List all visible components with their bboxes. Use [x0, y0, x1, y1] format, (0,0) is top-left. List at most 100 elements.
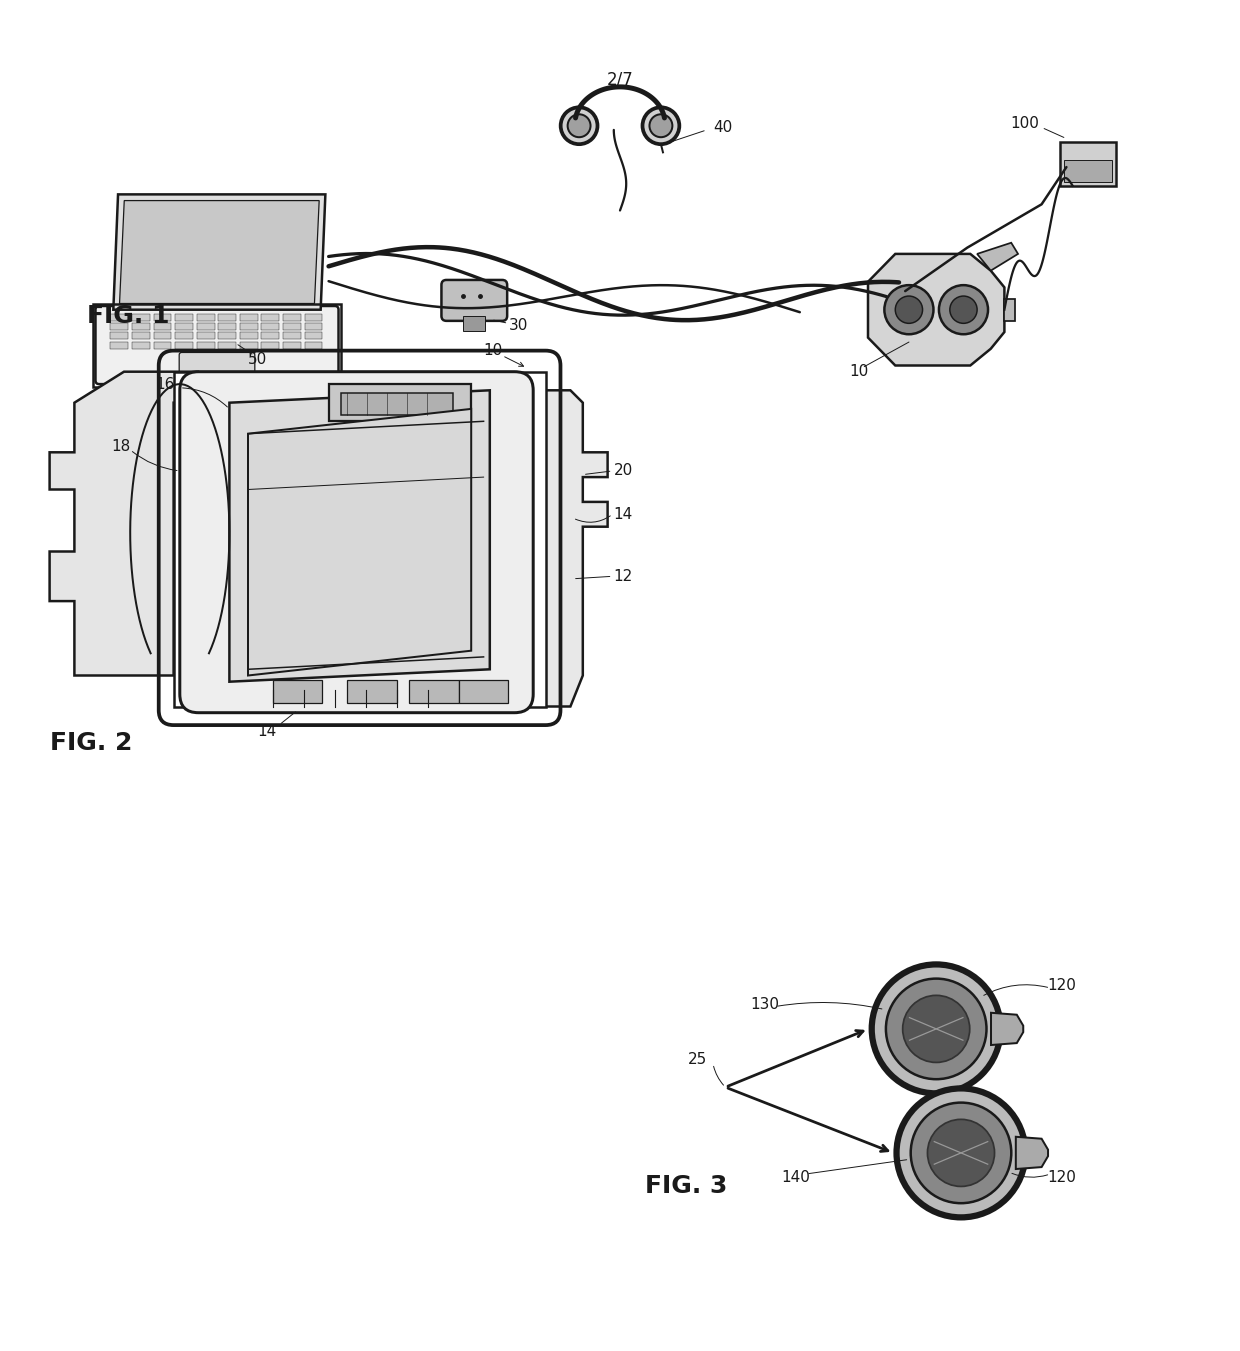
Bar — [154, 323, 171, 330]
Polygon shape — [229, 390, 490, 682]
Circle shape — [568, 115, 590, 138]
Circle shape — [895, 296, 923, 323]
Text: 2/7: 2/7 — [606, 70, 634, 88]
Bar — [110, 323, 128, 330]
Circle shape — [903, 996, 970, 1062]
Bar — [175, 313, 193, 322]
Bar — [459, 681, 508, 703]
Bar — [131, 332, 150, 339]
Bar — [239, 323, 258, 330]
Bar — [283, 313, 301, 322]
Bar — [283, 332, 301, 339]
Circle shape — [560, 107, 598, 145]
Bar — [131, 323, 150, 330]
Bar — [197, 313, 215, 322]
FancyBboxPatch shape — [95, 305, 339, 384]
Bar — [239, 313, 258, 322]
Text: FIG. 1: FIG. 1 — [87, 304, 170, 328]
Bar — [154, 313, 171, 322]
Bar — [154, 342, 171, 349]
Text: FIG. 2: FIG. 2 — [50, 731, 131, 755]
Bar — [197, 323, 215, 330]
Text: FIG. 3: FIG. 3 — [645, 1174, 727, 1198]
Bar — [154, 332, 171, 339]
Bar — [197, 342, 215, 349]
Bar — [1064, 161, 1112, 182]
Bar — [110, 313, 128, 322]
Text: 12: 12 — [614, 569, 634, 584]
Polygon shape — [546, 390, 608, 707]
FancyBboxPatch shape — [180, 372, 533, 713]
Text: 50: 50 — [248, 351, 268, 367]
Bar — [218, 313, 236, 322]
Text: 140: 140 — [781, 1170, 810, 1185]
Bar — [283, 342, 301, 349]
Text: 100: 100 — [1011, 116, 1039, 131]
Text: 14: 14 — [614, 507, 634, 521]
Bar — [131, 313, 150, 322]
Bar — [239, 342, 258, 349]
Polygon shape — [113, 195, 325, 309]
Circle shape — [910, 1102, 1012, 1204]
Bar — [175, 332, 193, 339]
Text: 25: 25 — [688, 1052, 708, 1067]
Bar — [283, 323, 301, 330]
Circle shape — [897, 1089, 1025, 1217]
Text: 14: 14 — [257, 724, 277, 739]
Text: 20: 20 — [614, 463, 634, 478]
Bar — [409, 681, 459, 703]
Bar — [175, 323, 193, 330]
Polygon shape — [50, 372, 223, 676]
Text: 10: 10 — [849, 365, 869, 380]
Bar — [1004, 299, 1016, 320]
FancyBboxPatch shape — [179, 353, 255, 377]
Polygon shape — [1016, 1136, 1048, 1169]
Polygon shape — [329, 384, 471, 422]
Polygon shape — [174, 372, 546, 707]
Bar — [305, 323, 322, 330]
Text: 16: 16 — [155, 377, 175, 392]
Text: 120: 120 — [1048, 1170, 1076, 1185]
Bar — [262, 332, 279, 339]
Circle shape — [939, 285, 988, 334]
Circle shape — [650, 115, 672, 138]
Text: 130: 130 — [750, 997, 779, 1012]
Polygon shape — [868, 254, 1004, 366]
Text: 120: 120 — [1048, 978, 1076, 993]
Bar — [464, 316, 486, 331]
Circle shape — [642, 107, 680, 145]
Bar — [218, 342, 236, 349]
Text: 10: 10 — [484, 343, 503, 358]
FancyBboxPatch shape — [441, 280, 507, 320]
Bar — [305, 313, 322, 322]
Bar — [347, 681, 397, 703]
Bar — [262, 342, 279, 349]
Text: 30: 30 — [508, 319, 528, 334]
Bar — [175, 342, 193, 349]
Text: 18: 18 — [112, 439, 131, 454]
Circle shape — [950, 296, 977, 323]
Circle shape — [884, 285, 934, 334]
Polygon shape — [977, 243, 1018, 270]
Bar — [239, 332, 258, 339]
Bar — [273, 681, 322, 703]
Polygon shape — [991, 1013, 1023, 1046]
Bar — [218, 332, 236, 339]
Bar — [1060, 142, 1116, 185]
Bar — [218, 323, 236, 330]
Bar — [131, 342, 150, 349]
Polygon shape — [119, 200, 319, 304]
Bar — [197, 332, 215, 339]
Polygon shape — [341, 393, 453, 415]
Bar — [110, 332, 128, 339]
Bar — [305, 332, 322, 339]
Circle shape — [928, 1120, 994, 1186]
Circle shape — [872, 965, 1001, 1093]
Bar — [262, 313, 279, 322]
Bar — [305, 342, 322, 349]
Text: 40: 40 — [713, 120, 733, 135]
Bar — [262, 323, 279, 330]
Circle shape — [885, 978, 987, 1079]
Bar — [110, 342, 128, 349]
Polygon shape — [248, 409, 471, 676]
